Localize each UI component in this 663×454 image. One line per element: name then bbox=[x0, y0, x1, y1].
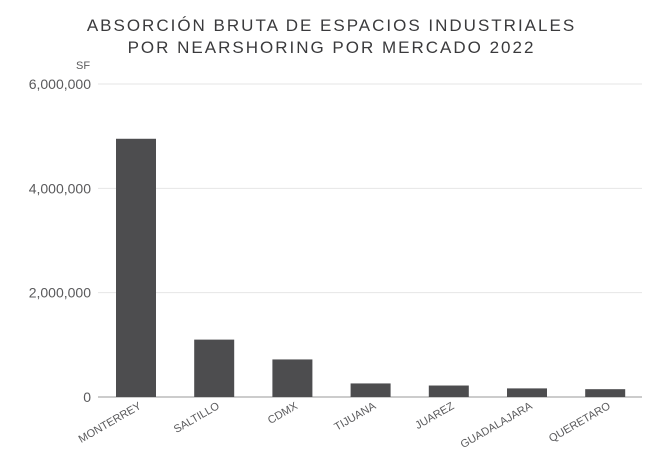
bar-cdmx bbox=[272, 359, 313, 397]
y-tick-label: 4,000,000 bbox=[29, 180, 91, 196]
bar-saltillo bbox=[194, 339, 235, 397]
x-tick-label: GUADALAJARA bbox=[459, 400, 535, 451]
x-tick-label: MONTERREY bbox=[77, 400, 144, 446]
bar-queretaro bbox=[585, 389, 626, 397]
x-tick-label: SALTILLO bbox=[172, 400, 222, 436]
x-tick-label: QUERETARO bbox=[547, 400, 613, 445]
y-tick-label: 2,000,000 bbox=[29, 285, 91, 301]
bar-monterrey bbox=[116, 138, 156, 397]
chart-title-line-1: ABSORCIÓN BRUTA DE ESPACIOS INDUSTRIALES bbox=[86, 16, 577, 35]
grid-lines bbox=[98, 83, 642, 398]
y-tick-label: 0 bbox=[83, 389, 91, 405]
x-tick-label: JUAREZ bbox=[413, 400, 456, 432]
bars bbox=[116, 138, 626, 397]
y-tick-label: 6,000,000 bbox=[29, 76, 91, 92]
bar-tijuana bbox=[350, 383, 391, 397]
chart-title-line-2: POR NEARSHORING POR MERCADO 2022 bbox=[127, 38, 536, 57]
y-axis-unit-label: SF bbox=[76, 60, 90, 72]
x-tick-label: CDMX bbox=[266, 400, 301, 427]
bar-guadalajara bbox=[507, 388, 547, 397]
bar-juarez bbox=[428, 385, 469, 397]
x-tick-label: TIJUANA bbox=[332, 400, 378, 434]
